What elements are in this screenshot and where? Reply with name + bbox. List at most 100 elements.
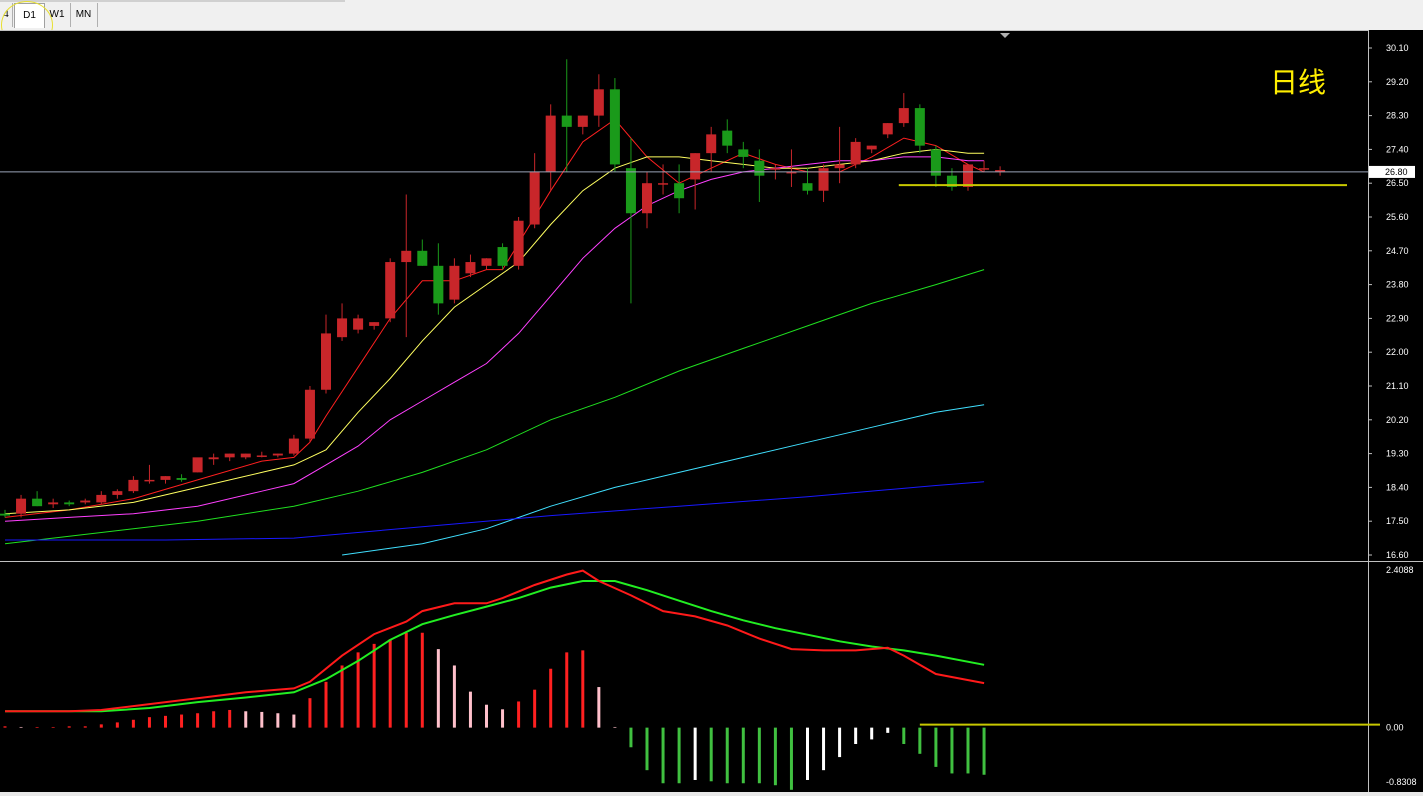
macd-tick-label: -0.8308 [1386,777,1417,787]
candle [272,453,283,458]
candle-body [385,262,396,319]
candle-body [674,183,685,199]
tab-4[interactable]: 4 [0,3,13,27]
price-tick-label: 18.40 [1386,482,1409,492]
candle-body [898,108,909,124]
candle [481,258,492,270]
candle-body [995,170,1006,172]
candle-body [176,478,187,480]
candle [288,434,299,456]
candle-body [288,438,299,454]
candle [690,153,701,210]
candle-body [914,108,925,146]
macd-dea-line [5,580,985,713]
candle-body [786,171,797,174]
candle-body [513,220,524,266]
candle-body [208,457,219,460]
toolbar-top-edge [0,0,345,2]
candle-body [593,89,604,116]
candle-body [690,153,701,180]
candle [48,498,59,509]
candle [128,476,139,494]
price-axis: 30.10 29.20 28.30 27.40 26.50 25.60 24.70 23.80… [1368,43,1409,560]
candle-body [770,168,781,170]
candle-body [449,265,460,300]
candle [304,386,315,443]
candle-body [545,115,556,172]
candle-body [160,476,171,480]
candle-body [64,502,75,505]
candle [433,243,444,315]
macd-histogram [3,632,986,790]
candle [112,489,123,499]
candle [722,119,733,154]
candle [144,464,155,484]
candle [497,243,508,270]
ma60-line [4,269,985,545]
candle-body [16,498,27,514]
candle [80,498,91,505]
candle [963,164,973,191]
candle [513,217,524,270]
candle-body [658,183,669,185]
candle [850,138,861,169]
candle-body [609,89,620,165]
candle-body [128,479,139,492]
tab-w1[interactable]: W1 [44,3,71,27]
price-overlays: 26.80 [0,165,1415,187]
candle-body [321,333,331,390]
candle [449,258,460,304]
candle-body [96,494,107,503]
candle-body [337,318,348,338]
candle-body [850,141,861,165]
candle [882,123,893,139]
candle-body [625,168,636,214]
price-tick-label: 26.50 [1386,178,1409,188]
candle [818,164,829,202]
price-tick-label: 27.40 [1386,144,1409,154]
candle [930,145,941,187]
candle [401,194,412,338]
candle-body [706,134,717,154]
candle-body [754,160,765,176]
price-tick-label: 25.60 [1386,212,1409,222]
candle-body [144,479,155,482]
candle-body [738,149,749,157]
macd-tick-label: 2.4088 [1386,565,1414,575]
chart-shift-marker-icon[interactable] [1000,33,1010,38]
candle [353,314,364,334]
candle [256,451,267,458]
candle [834,126,845,184]
candle [674,164,685,214]
tab-d1[interactable]: D1 [14,3,45,28]
candle [593,74,604,127]
price-tick-label: 29.20 [1386,77,1409,87]
candle-body [946,175,957,187]
candle-body [304,389,315,439]
macd-tick-label: 0.00 [1386,723,1404,733]
chart-area[interactable]: 30.10 29.20 28.30 27.40 26.50 25.60 24.70 23.80… [0,30,1423,792]
price-tick-label: 22.00 [1386,347,1409,357]
candle-body [930,149,941,176]
candle [192,457,203,473]
candle-body [818,168,829,191]
tab-mn[interactable]: MN [70,3,98,27]
candle-body [369,322,380,326]
chart-annotation-daily: 日线 [1270,66,1326,99]
candle [738,141,749,169]
candle-body [32,498,43,507]
candle [369,322,380,330]
macd-axis: 2.4088 0.00 -0.8308 [919,565,1417,787]
candle [561,59,572,172]
candle-body [722,130,733,146]
candle-body [112,491,123,495]
candle [577,115,588,135]
candle [64,500,75,507]
macd-lines [5,569,985,713]
candle-body [642,183,652,214]
candle-body [882,123,893,135]
candle-body [866,145,877,150]
candle [658,164,669,195]
bottom-scrollbar[interactable] [0,792,1423,796]
ma250-line [5,481,985,541]
